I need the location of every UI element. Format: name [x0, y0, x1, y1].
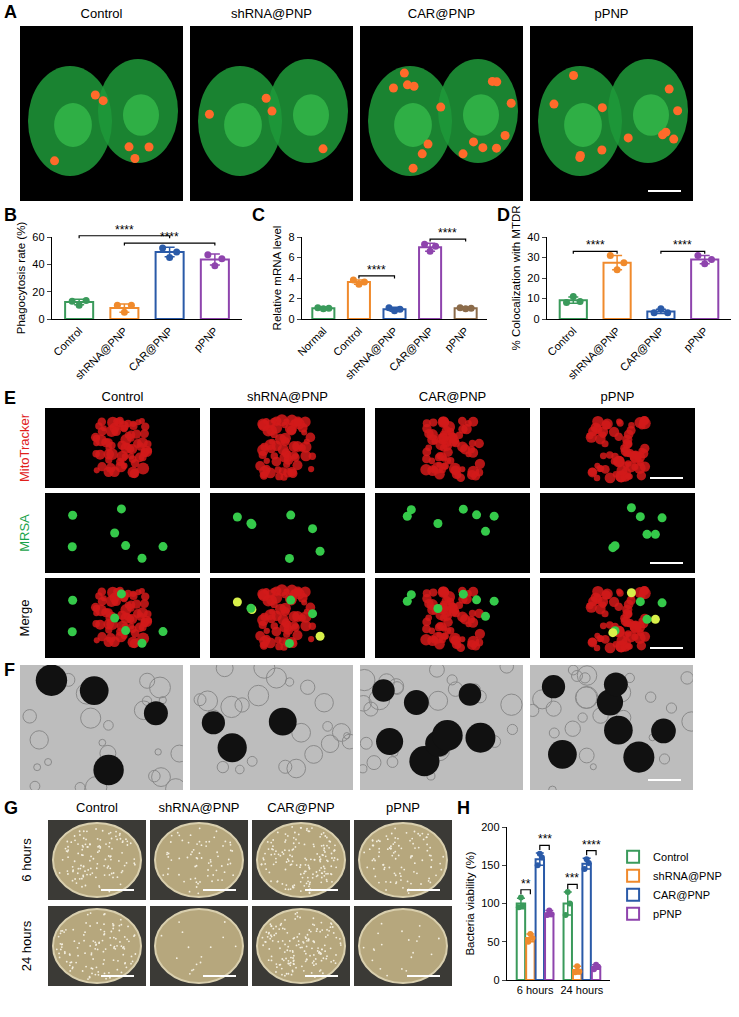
html-text:G: G	[4, 798, 18, 818]
svg-text:pPNP: pPNP	[653, 908, 682, 920]
svg-text:24 hours: 24 hours	[561, 984, 604, 996]
html-text:E: E	[4, 388, 16, 408]
svg-text:**: **	[521, 877, 531, 891]
svg-text:shRNA@PNP: shRNA@PNP	[653, 870, 722, 882]
svg-text:Normal: Normal	[295, 325, 329, 359]
svg-text:% Colocalization with MTDR: % Colocalization with MTDR	[510, 205, 522, 350]
svg-text:20: 20	[32, 286, 44, 298]
svg-text:pPNP: pPNP	[442, 325, 471, 354]
svg-text:200: 200	[481, 821, 499, 833]
svg-text:40: 40	[527, 231, 539, 243]
svg-text:60: 60	[32, 231, 44, 243]
html-text:MRSA: MRSA	[17, 514, 32, 552]
html-text:Control: Control	[76, 800, 118, 815]
svg-text:4: 4	[288, 272, 294, 284]
svg-text:0: 0	[38, 313, 44, 325]
html-text:shRNA@PNP: shRNA@PNP	[230, 6, 312, 21]
svg-text:CAR@PNP: CAR@PNP	[126, 325, 175, 374]
svg-text:0: 0	[493, 974, 499, 986]
html-text:F: F	[4, 660, 15, 680]
svg-text:0: 0	[533, 313, 539, 325]
svg-text:****: ****	[367, 263, 386, 277]
svg-text:***: ***	[538, 832, 552, 846]
html-text:D: D	[497, 205, 510, 225]
svg-text:pPNP: pPNP	[191, 325, 220, 354]
svg-text:40: 40	[32, 258, 44, 270]
svg-text:20: 20	[527, 272, 539, 284]
html-text:MitoTracker: MitoTracker	[17, 413, 32, 483]
svg-text:Control: Control	[51, 325, 85, 359]
html-text:shRNA@PNP: shRNA@PNP	[246, 389, 328, 404]
svg-text:Control: Control	[653, 851, 688, 863]
svg-text:****: ****	[438, 226, 457, 240]
html-text:shRNA@PNP: shRNA@PNP	[158, 800, 240, 815]
html-text:24 hours: 24 hours	[19, 920, 34, 972]
svg-text:Relative mRNA level: Relative mRNA level	[271, 226, 283, 331]
html-text:A: A	[4, 2, 17, 22]
svg-text:10: 10	[527, 292, 539, 304]
svg-text:Bacteria viability (%): Bacteria viability (%)	[464, 851, 476, 955]
svg-text:150: 150	[481, 859, 499, 871]
html-text:6 hours: 6 hours	[19, 838, 34, 882]
html-text:C: C	[252, 205, 265, 225]
html-text:pPNP: pPNP	[594, 6, 629, 21]
svg-text:****: ****	[115, 223, 134, 237]
html-text:H: H	[457, 798, 470, 818]
svg-text:****: ****	[582, 838, 601, 852]
svg-text:shRNA@PNP: shRNA@PNP	[73, 325, 130, 382]
svg-text:shRNA@PNP: shRNA@PNP	[565, 325, 622, 382]
svg-text:CAR@PNP: CAR@PNP	[653, 889, 710, 901]
html-text:pPNP: pPNP	[386, 800, 420, 815]
svg-text:Control: Control	[331, 325, 365, 359]
html-text:CAR@PNP: CAR@PNP	[267, 800, 335, 815]
svg-text:6: 6	[288, 251, 294, 263]
svg-text:CAR@PNP: CAR@PNP	[387, 325, 436, 374]
html-text:B: B	[4, 205, 17, 225]
svg-text:50: 50	[487, 936, 499, 948]
svg-text:****: ****	[673, 238, 692, 252]
svg-text:2: 2	[288, 292, 294, 304]
svg-text:****: ****	[160, 230, 179, 244]
svg-text:8: 8	[288, 231, 294, 243]
svg-text:CAR@PNP: CAR@PNP	[617, 325, 666, 374]
html-text:CAR@PNP: CAR@PNP	[407, 6, 476, 21]
svg-text:shRNA@PNP: shRNA@PNP	[343, 325, 400, 382]
svg-text:***: ***	[565, 871, 579, 885]
svg-text:6 hours: 6 hours	[517, 984, 554, 996]
html-text:Merge: Merge	[17, 599, 32, 637]
html-text:pPNP: pPNP	[600, 389, 635, 404]
svg-text:100: 100	[481, 897, 499, 909]
html-text:CAR@PNP: CAR@PNP	[418, 389, 487, 404]
svg-text:Control: Control	[545, 325, 579, 359]
html-text:Control: Control	[80, 6, 123, 21]
svg-text:****: ****	[586, 238, 605, 252]
svg-text:Phagocytosis rate (%): Phagocytosis rate (%)	[15, 222, 27, 335]
svg-text:0: 0	[288, 313, 294, 325]
svg-text:30: 30	[527, 251, 539, 263]
svg-text:pPNP: pPNP	[681, 325, 710, 354]
html-text:Control: Control	[101, 389, 144, 404]
